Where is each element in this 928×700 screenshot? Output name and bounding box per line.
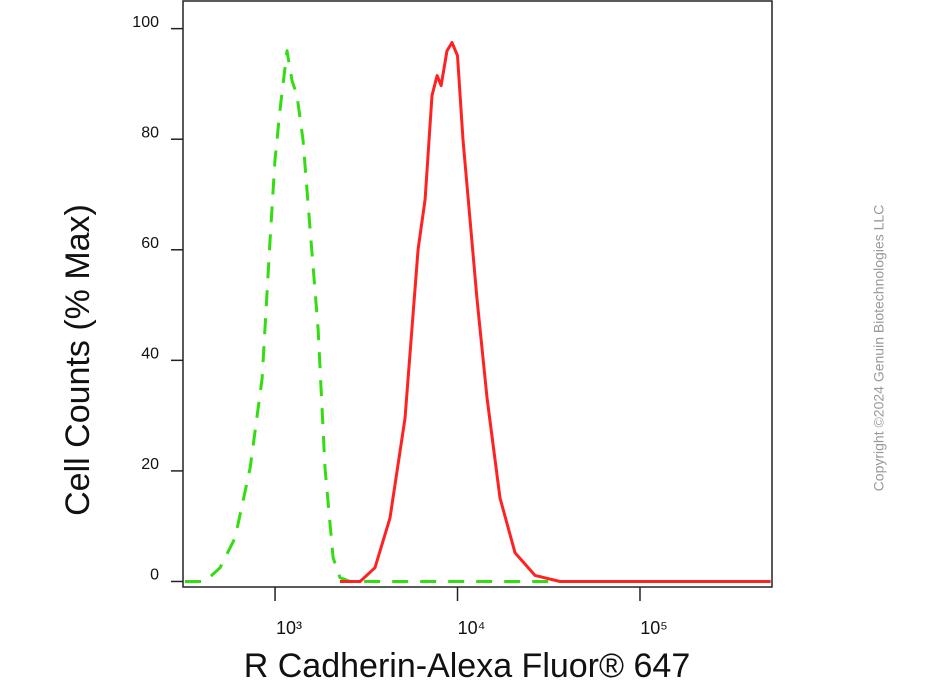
x-tick-label: 10⁵	[640, 618, 667, 638]
x-tick-label: 10⁴	[458, 618, 486, 638]
x-tick-label: 10³	[276, 618, 302, 638]
y-tick-label: 20	[141, 456, 159, 473]
y-tick-label: 80	[141, 124, 159, 141]
series-line	[185, 49, 771, 583]
y-tick-label: 60	[141, 235, 159, 252]
x-axis-title: R Cadherin-Alexa Fluor® 647	[244, 647, 690, 685]
y-tick-label: 100	[132, 14, 159, 31]
plot-frame	[182, 0, 773, 588]
y-tick-label: 0	[150, 567, 159, 584]
y-axis-title: Cell Counts (% Max)	[59, 204, 97, 516]
y-tick-label: 40	[141, 346, 159, 363]
series-line	[340, 41, 771, 583]
watermark: Copyright ©2024 Genuin Biotechnologies L…	[871, 205, 887, 492]
